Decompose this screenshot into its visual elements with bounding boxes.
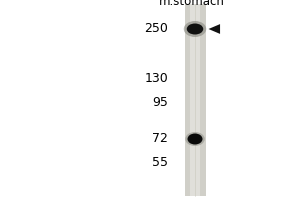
Bar: [184, 4, 206, 196]
Ellipse shape: [188, 134, 202, 144]
Text: 250: 250: [144, 22, 168, 36]
Ellipse shape: [187, 23, 203, 34]
Text: m.stomach: m.stomach: [159, 0, 225, 8]
Text: 55: 55: [152, 156, 168, 168]
Bar: [190, 4, 200, 196]
Ellipse shape: [185, 132, 205, 146]
Text: 72: 72: [152, 132, 168, 146]
Ellipse shape: [184, 21, 206, 37]
Text: 95: 95: [152, 96, 168, 108]
Polygon shape: [208, 24, 220, 34]
Text: 130: 130: [144, 72, 168, 86]
